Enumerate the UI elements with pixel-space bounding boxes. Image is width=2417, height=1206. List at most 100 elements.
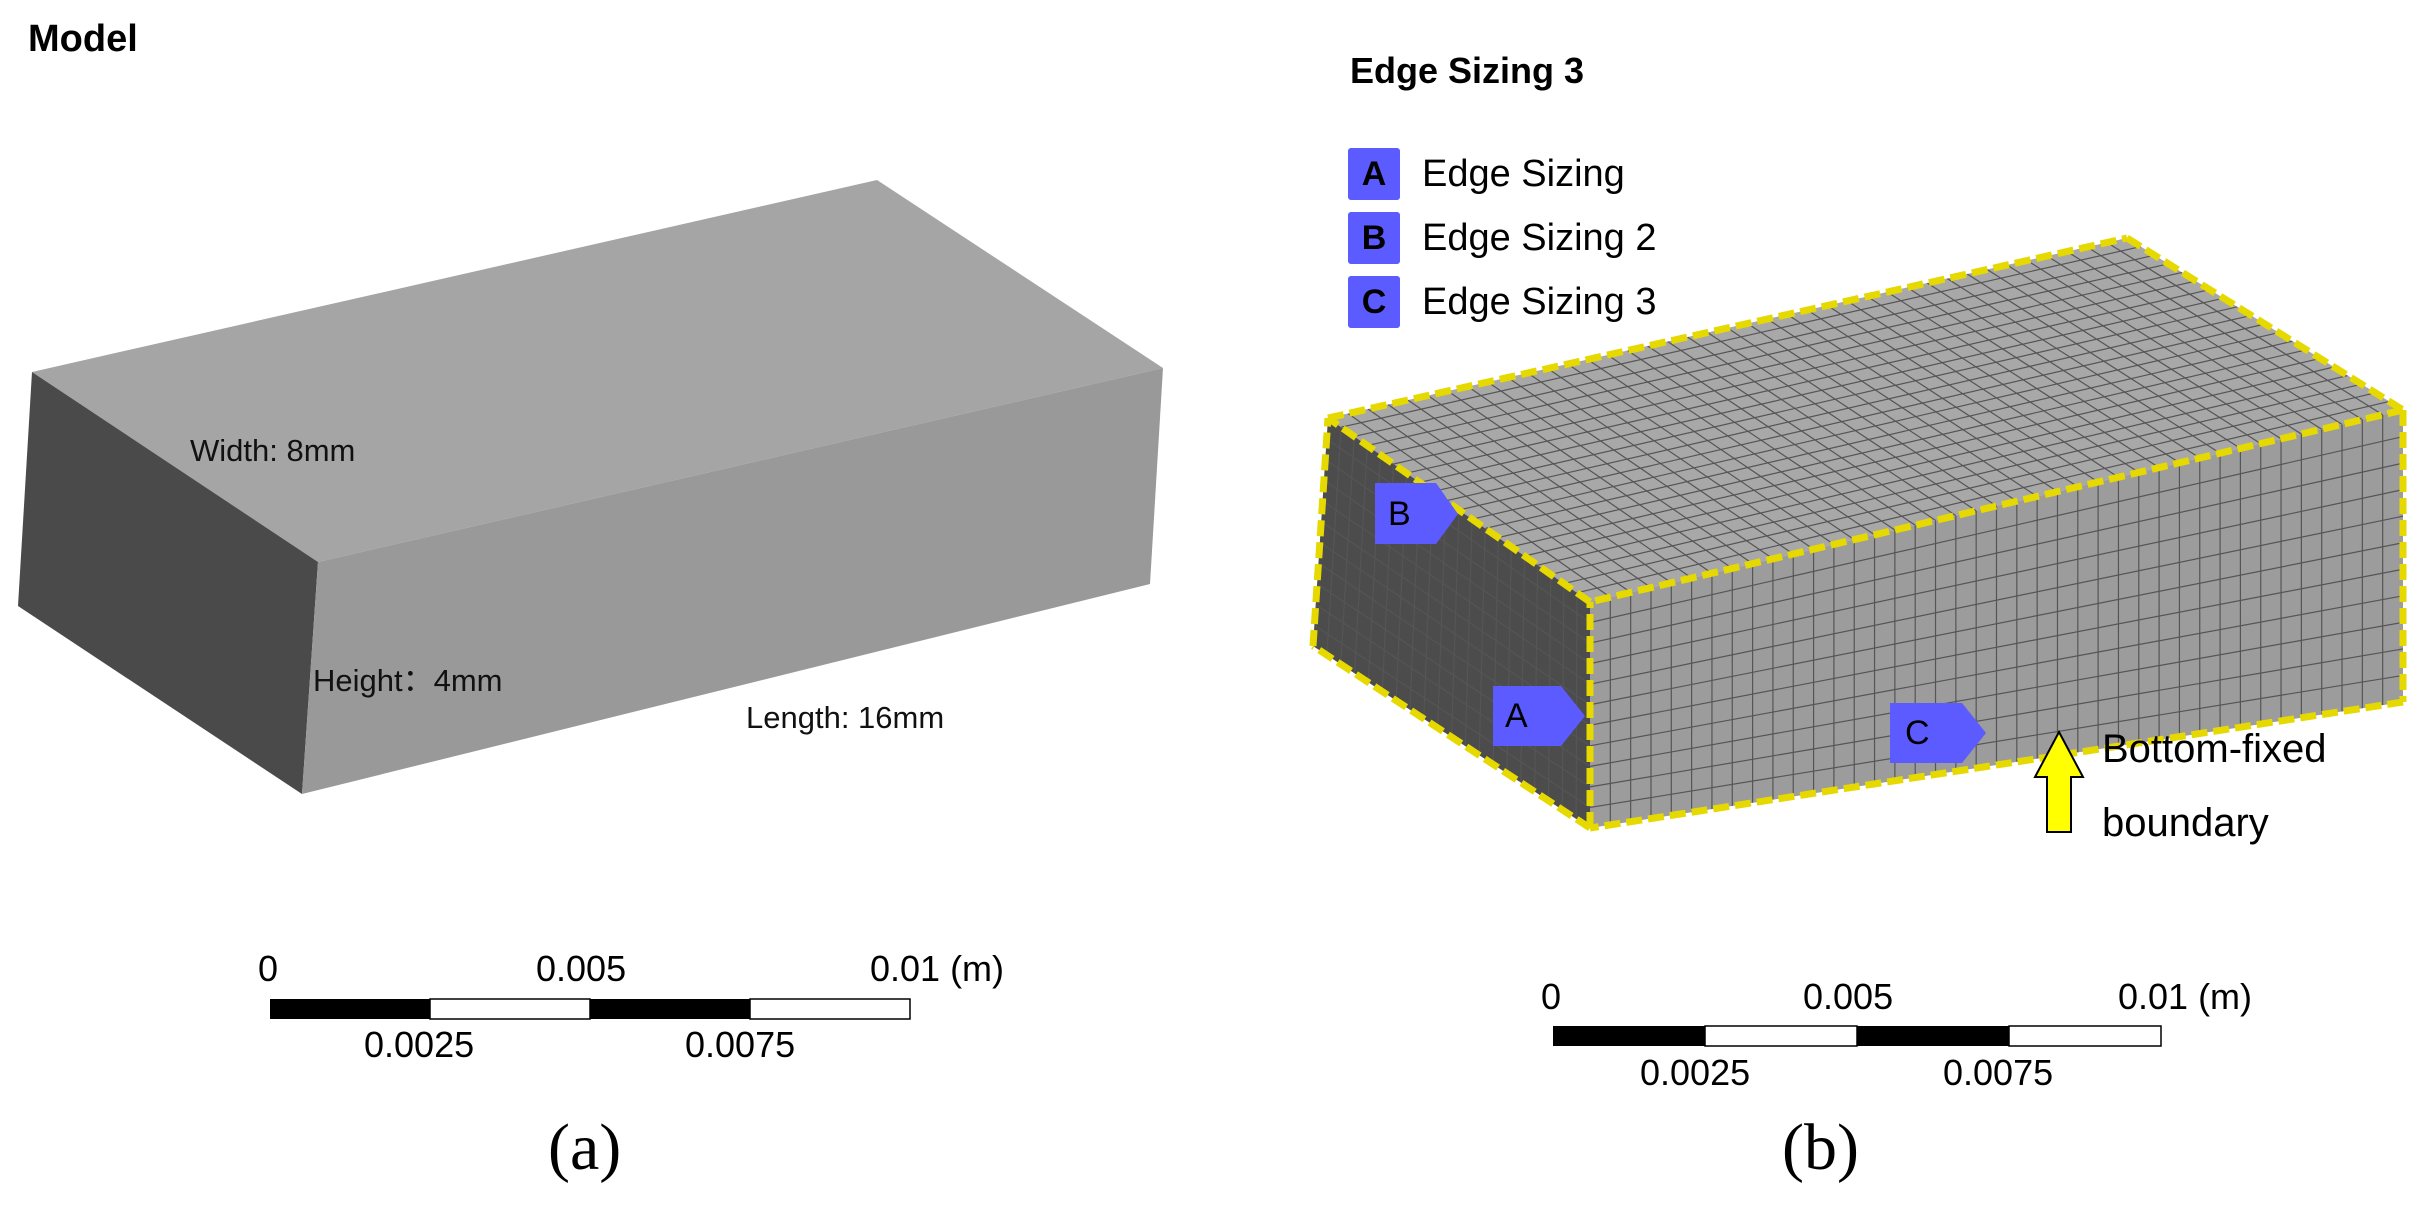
mesh-line [1458, 323, 2266, 511]
legend: A Edge Sizing B Edge Sizing 2 C Edge Siz… [1348, 142, 1657, 334]
highlighted-edge [1327, 234, 2128, 422]
mesh-line [1590, 515, 2403, 685]
mesh-line [1393, 280, 2197, 465]
scale-bar-a [270, 998, 911, 1020]
mesh-line [1511, 357, 2321, 548]
mesh-line [1315, 604, 1590, 788]
mesh-line [1340, 436, 1355, 665]
highlighted-edge [2125, 235, 2405, 413]
scale-b-tick-0: 0 [1541, 976, 1562, 1017]
mesh-line [1419, 297, 2224, 483]
scale-a-seg2 [429, 998, 591, 1020]
width-label: Width: 8mm [190, 433, 356, 468]
panel-a-title: Model [28, 18, 138, 60]
mesh-line [1550, 383, 2362, 575]
panel-b-title: Edge Sizing 3 [1350, 50, 1585, 91]
legend-key-a: A [1348, 148, 1400, 200]
height-label: Height：4mm [313, 663, 503, 698]
mesh-line [1324, 458, 1590, 644]
scale-bar-b [1553, 1025, 2162, 1047]
legend-key-b: B [1348, 212, 1400, 264]
highlighted-edge [1325, 415, 1593, 605]
scale-b-tick-0005: 0.005 [1803, 976, 1894, 1017]
mesh-line [1326, 427, 1342, 656]
mesh-line [1590, 648, 2403, 788]
mesh-line [1450, 509, 1460, 738]
mesh-line [1478, 528, 1486, 756]
mesh-line [1380, 271, 2183, 456]
caption-b: (b) [1782, 1111, 1859, 1184]
scale-b-seg3 [1857, 1026, 2009, 1046]
mesh-line [1323, 479, 1590, 665]
mesh-line [1534, 565, 1539, 792]
mesh-line [1354, 254, 2155, 437]
highlighted-edges [1309, 234, 2407, 832]
boundary-label-line1: Bottom-fixed [2102, 727, 2327, 771]
tag-c-label: C [1905, 714, 1930, 752]
mesh-line [1471, 332, 2279, 520]
highlighted-edge [1309, 417, 1332, 647]
mesh-line [1464, 519, 1473, 747]
tag-a-label: A [1505, 697, 1528, 735]
boundary-arrow [2033, 729, 2085, 833]
boundary-label-line2: boundary [2102, 801, 2269, 845]
block-model [18, 180, 1163, 794]
meshed-block [1309, 234, 2407, 832]
scale-a-seg4 [749, 998, 911, 1020]
caption-a: (a) [548, 1111, 622, 1184]
mesh-line [1590, 435, 2403, 624]
tag-a-shape [1493, 686, 1585, 746]
mesh-line [1590, 621, 2403, 767]
scale-a-seg3 [590, 999, 750, 1019]
scale-a-tick-00025: 0.0025 [364, 1024, 475, 1065]
scale-a-tick-001: 0.01 (m) [870, 948, 1005, 989]
mesh-line [1537, 375, 2348, 566]
tag-b-shape [1375, 483, 1458, 544]
mesh-line [1576, 400, 2390, 594]
mesh-line [1445, 314, 2252, 502]
length-label: Length: 16mm [746, 700, 945, 735]
legend-label-c: Edge Sizing 3 [1422, 280, 1657, 323]
mesh-line [1437, 500, 1447, 728]
legend-label-b: Edge Sizing 2 [1422, 216, 1657, 259]
mesh-line [1590, 595, 2403, 747]
block-front-face [302, 368, 1163, 794]
mesh-line [1326, 438, 1590, 624]
mesh-line [1320, 521, 1590, 706]
scale-b-seg1 [1553, 1026, 1705, 1046]
block-side-face [18, 372, 318, 794]
scale-b-seg2 [1704, 1025, 1858, 1047]
mesh-line [1406, 289, 2210, 474]
mesh-line [1590, 462, 2403, 644]
mesh-line [1524, 366, 2335, 557]
mesh-line [1367, 263, 2169, 447]
legend-label-a: Edge Sizing [1422, 152, 1625, 195]
mesh-line [1432, 306, 2238, 493]
legend-row-c: C Edge Sizing 3 [1348, 270, 1657, 334]
block-top-face [32, 180, 1163, 562]
scale-a-tick-00075: 0.0075 [685, 1024, 796, 1065]
mesh-front-grid [1590, 414, 2403, 825]
mesh-line [1340, 246, 2141, 428]
mesh-line [1590, 568, 2403, 726]
legend-key-c: C [1348, 276, 1400, 328]
mesh-line [1590, 542, 2403, 706]
scale-b-tick-00025: 0.0025 [1640, 1052, 1751, 1093]
mesh-line [1563, 392, 2376, 585]
scale-b-tick-001: 0.01 (m) [2118, 976, 2253, 1017]
tag-b-label: B [1388, 495, 1411, 533]
scale-b-tick-00075: 0.0075 [1943, 1052, 2054, 1093]
mesh-line [1485, 340, 2293, 529]
mesh-line [1498, 349, 2307, 539]
boundary-label: Bottom-fixed boundary [2102, 712, 2327, 860]
mesh-line [1590, 489, 2403, 665]
tag-c-shape [1890, 703, 1986, 763]
scale-a-seg1 [270, 999, 430, 1019]
mesh-line [1314, 624, 1590, 808]
scale-a-tick-0: 0 [258, 948, 279, 989]
scale-a-tick-0005: 0.005 [536, 948, 627, 989]
legend-row-a: A Edge Sizing [1348, 142, 1657, 206]
mesh-line [1353, 445, 1368, 674]
